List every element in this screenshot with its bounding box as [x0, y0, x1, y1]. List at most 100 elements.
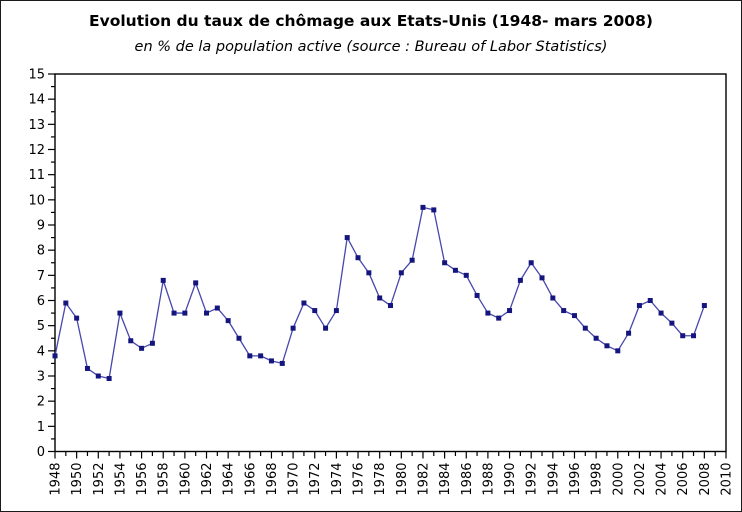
data-point-marker: [507, 308, 513, 314]
data-point-marker: [106, 376, 112, 382]
data-point-marker: [344, 235, 350, 241]
y-axis-tick-label: 12: [28, 143, 45, 158]
chart-subtitle: en % de la population active (source : B…: [134, 39, 608, 55]
x-axis-tick-label: 1964: [222, 463, 237, 496]
data-point-marker: [214, 305, 220, 311]
data-point-marker: [74, 315, 80, 321]
data-point-marker: [485, 310, 491, 316]
y-axis-tick-label: 14: [28, 93, 45, 108]
y-axis-tick-label: 15: [28, 68, 45, 83]
y-axis-tick-label: 0: [37, 445, 45, 460]
data-point-marker: [701, 303, 707, 309]
data-point-marker: [550, 295, 556, 301]
y-axis-tick-label: 9: [37, 219, 45, 234]
x-axis-tick-label: 1968: [265, 463, 280, 496]
x-axis-tick-label: 1956: [135, 463, 150, 496]
data-point-marker: [626, 330, 632, 336]
data-point-marker: [442, 260, 448, 266]
data-point-marker: [193, 280, 199, 286]
x-axis-tick-label: 1982: [416, 463, 431, 496]
data-point-marker: [377, 295, 383, 301]
data-point-marker: [312, 308, 318, 314]
data-point-marker: [258, 353, 264, 359]
x-axis-tick-label: 1976: [352, 463, 367, 496]
x-axis-tick-label: 1990: [503, 463, 518, 496]
y-axis-tick-label: 7: [37, 269, 45, 284]
y-axis-tick-label: 1: [37, 420, 45, 435]
x-axis-tick-label: 1954: [113, 463, 128, 496]
y-axis-tick-label: 4: [37, 344, 45, 359]
data-point-marker: [669, 320, 675, 326]
data-point-marker: [171, 310, 177, 316]
data-point-marker: [290, 325, 296, 331]
x-axis-tick-label: 1970: [287, 463, 302, 496]
y-axis-tick-label: 6: [37, 294, 45, 309]
x-axis-tick-label: 1992: [525, 463, 540, 496]
y-axis-tick-label: 5: [37, 319, 45, 334]
data-point-marker: [431, 207, 437, 213]
data-point-marker: [95, 373, 101, 379]
data-point-marker: [398, 270, 404, 276]
data-point-marker: [236, 335, 242, 341]
data-point-marker: [84, 365, 90, 371]
data-point-marker: [691, 333, 697, 339]
data-point-marker: [680, 333, 686, 339]
data-point-marker: [225, 318, 231, 324]
x-axis-tick-label: 2010: [720, 463, 735, 496]
data-point-marker: [528, 260, 534, 266]
x-axis-tick-label: 2000: [611, 463, 626, 496]
x-axis-tick-label: 2008: [698, 463, 713, 496]
data-point-marker: [128, 338, 134, 344]
y-axis-tick-label: 11: [28, 168, 45, 183]
x-axis-tick-label: 1980: [395, 463, 410, 496]
data-point-marker: [647, 298, 653, 303]
data-point-marker: [139, 345, 145, 351]
data-point-marker: [388, 303, 393, 309]
data-point-marker: [409, 257, 415, 263]
x-axis-tick-label: 1948: [49, 463, 64, 496]
data-point-marker: [268, 358, 274, 364]
data-point-marker: [149, 340, 155, 346]
chart-title: Evolution du taux de chômage aux Etats-U…: [89, 12, 653, 30]
data-point-marker: [582, 325, 588, 331]
data-point-marker: [333, 308, 339, 314]
x-axis-tick-label: 1962: [200, 463, 215, 496]
data-point-marker: [593, 335, 599, 341]
data-point-marker: [561, 308, 567, 314]
x-axis-tick-label: 1986: [460, 463, 475, 496]
plot-frame: [54, 73, 727, 453]
data-point-marker: [517, 277, 523, 283]
x-axis-tick-label: 2006: [676, 463, 691, 496]
data-point-marker: [463, 272, 469, 278]
x-axis-tick-label: 1972: [308, 463, 323, 496]
x-axis-tick-label: 1950: [70, 463, 85, 496]
x-axis-tick-label: 1984: [438, 463, 453, 496]
data-point-marker: [571, 313, 577, 319]
data-point-marker: [474, 292, 480, 298]
x-axis-tick-label: 1974: [330, 463, 345, 496]
y-axis-tick-label: 13: [28, 118, 45, 133]
data-point-marker: [636, 303, 642, 309]
data-point-marker: [63, 300, 69, 306]
data-point-marker: [117, 310, 123, 316]
data-point-marker: [539, 275, 545, 281]
data-point-marker: [420, 204, 426, 210]
data-point-marker: [52, 353, 58, 359]
data-point-marker: [279, 360, 285, 366]
x-axis-tick-label: 2002: [633, 463, 648, 496]
data-point-marker: [658, 310, 664, 316]
x-axis-tick-label: 1952: [92, 463, 107, 496]
data-line: [54, 206, 705, 380]
x-axis-tick-label: 1988: [481, 463, 496, 496]
data-point-marker: [323, 325, 329, 331]
x-axis-tick-label: 1994: [546, 463, 561, 496]
x-axis-tick-label: 1996: [568, 463, 583, 496]
y-axis-tick-label: 2: [37, 395, 45, 410]
x-axis-tick-label: 1966: [243, 463, 258, 496]
x-axis-tick-label: 1958: [157, 463, 172, 496]
data-point-marker: [366, 270, 372, 276]
x-axis-tick-label: 1998: [590, 463, 605, 496]
data-point-marker: [182, 310, 188, 316]
